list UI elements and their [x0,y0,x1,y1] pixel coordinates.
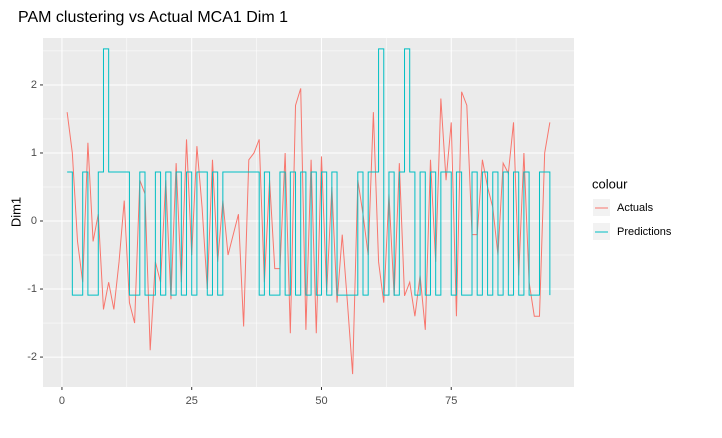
x-tick-label: 25 [186,395,198,407]
series-line [67,48,551,296]
y-tick-label: 0 [31,215,37,227]
x-tick-label: 50 [315,395,327,407]
legend-title: colour [592,176,628,191]
series-line [66,88,551,375]
y-tick-label: 2 [31,79,37,91]
y-tick-label: -1 [27,283,37,295]
plot-background [43,38,574,387]
y-tick-label: 1 [31,147,37,159]
legend-label: Predictions [617,226,672,238]
y-axis-label: Dim1 [8,197,23,227]
legend-label: Actuals [617,202,654,214]
y-tick-label: -2 [27,351,37,363]
x-tick-label: 75 [445,395,457,407]
chart-title: PAM clustering vs Actual MCA1 Dim 1 [18,9,288,26]
x-tick-label: 0 [59,395,65,407]
